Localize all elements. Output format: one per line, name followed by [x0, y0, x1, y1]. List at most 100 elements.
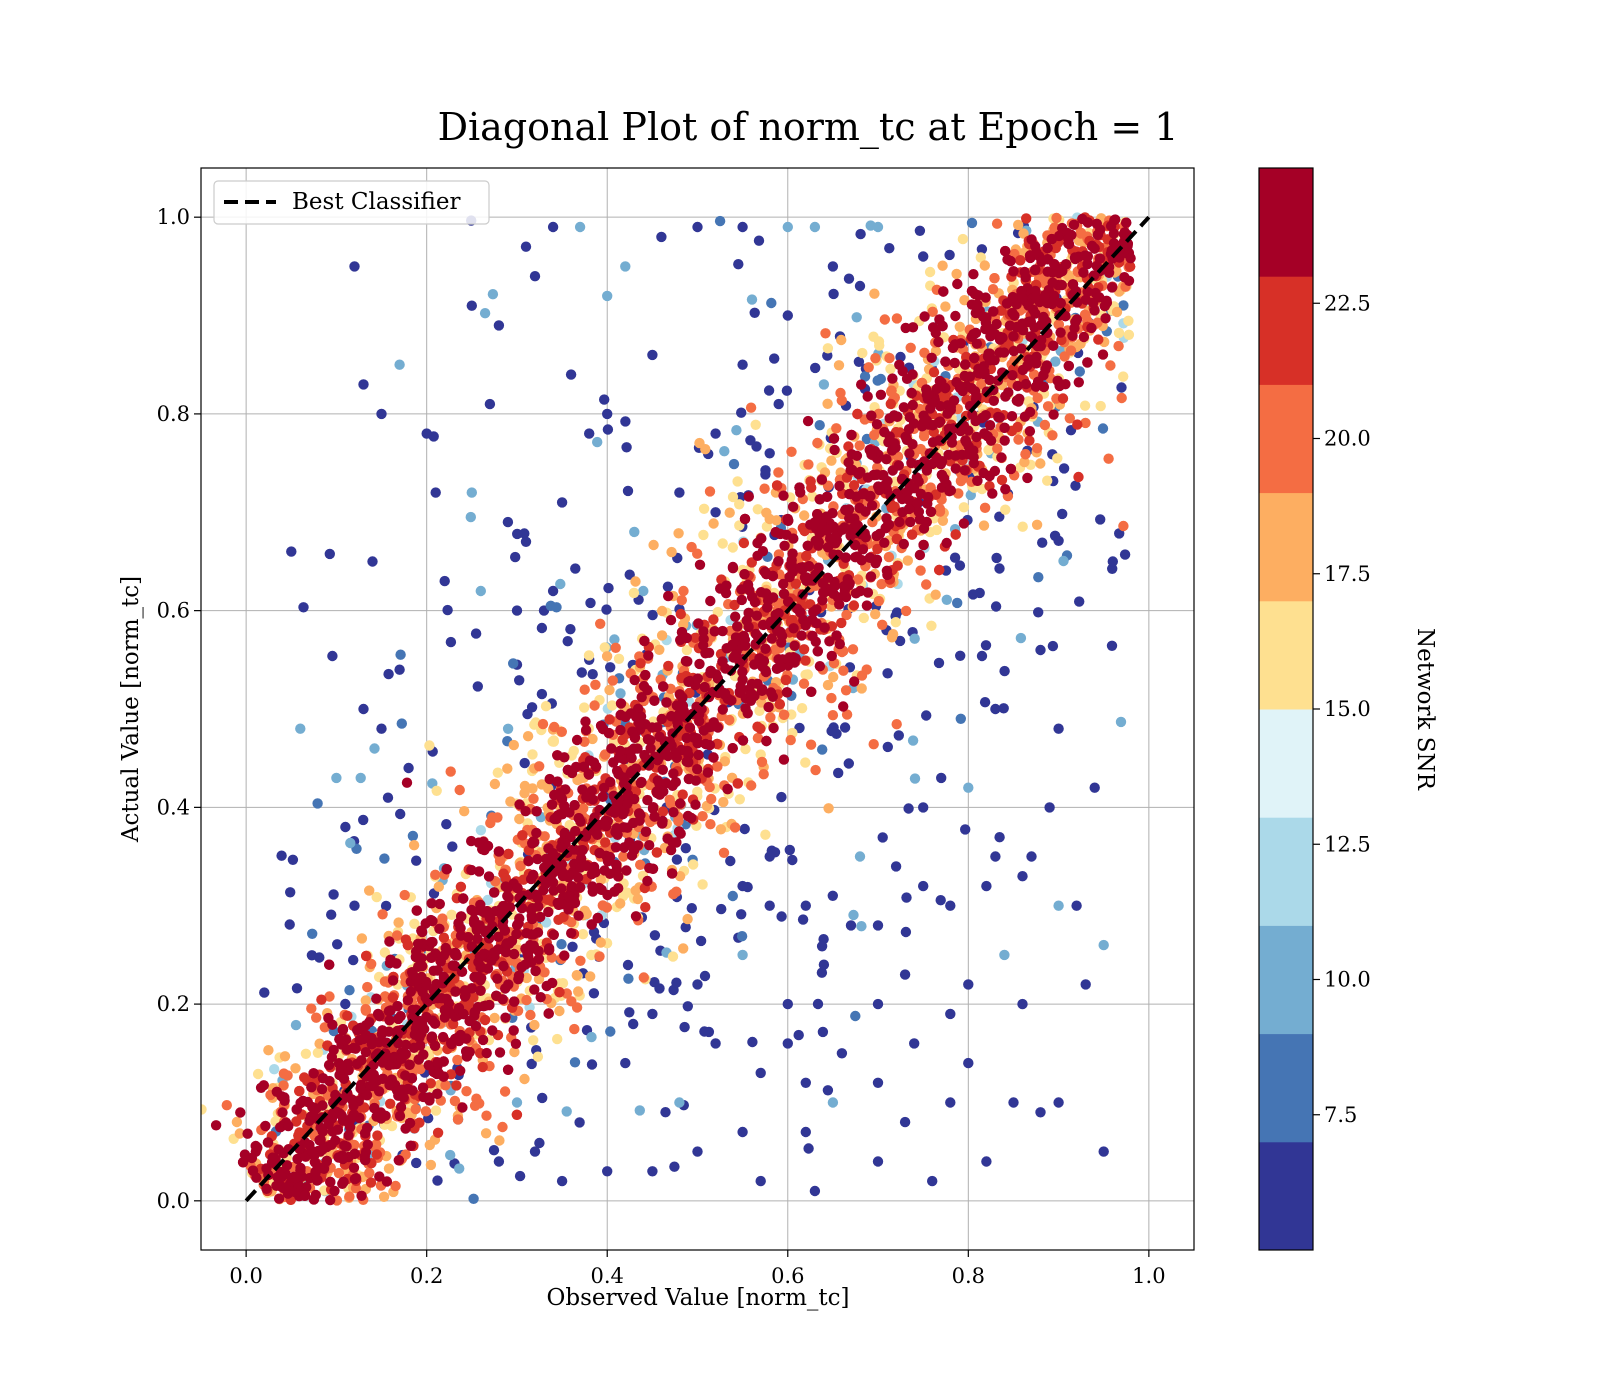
scatter-point: [399, 889, 410, 901]
scatter-point: [1019, 456, 1030, 468]
scatter-point: [843, 273, 855, 284]
scatter-point: [574, 221, 586, 233]
scatter-point: [755, 1067, 766, 1079]
scatter-point: [519, 1073, 530, 1085]
scatter-point: [489, 1012, 500, 1024]
scatter-point: [473, 866, 485, 877]
scatter-point: [459, 806, 470, 817]
scatter-point: [383, 1163, 395, 1174]
scatter-point: [624, 1007, 635, 1018]
scatter-point: [395, 1101, 407, 1113]
scatter-point: [903, 803, 914, 814]
scatter-point: [817, 595, 828, 606]
scatter-point: [640, 902, 651, 913]
scatter-point: [758, 769, 769, 780]
scatter-point: [1050, 356, 1061, 367]
scatter-point: [747, 1036, 758, 1048]
scatter-point: [989, 273, 1000, 284]
scatter-point: [573, 986, 584, 997]
scatter-point: [494, 1135, 505, 1146]
scatter-point: [466, 487, 477, 498]
scatter-point: [688, 859, 699, 870]
scatter-point: [421, 428, 432, 439]
scatter-point: [494, 1047, 506, 1058]
scatter-point: [966, 383, 977, 394]
scatter-point: [673, 815, 684, 827]
scatter-point: [340, 998, 351, 1010]
scatter-point: [836, 1048, 848, 1059]
scatter-point: [990, 851, 1001, 862]
scatter-point: [708, 614, 719, 625]
scatter-point: [790, 578, 801, 589]
scatter-point: [540, 701, 552, 712]
scatter-point: [958, 502, 970, 513]
scatter-point: [1031, 443, 1043, 454]
scatter-point: [492, 812, 503, 823]
scatter-point: [536, 622, 548, 634]
scatter-point: [1111, 306, 1123, 318]
scatter-point: [753, 235, 765, 246]
scatter-point: [510, 1038, 522, 1050]
scatter-point: [615, 698, 627, 709]
scatter-point: [809, 1185, 821, 1197]
scatter-point: [642, 794, 653, 806]
scatter-point: [1017, 521, 1028, 532]
scatter-point: [1013, 219, 1024, 231]
scatter-point: [1080, 294, 1092, 305]
scatter-point: [985, 435, 997, 446]
scatter-point: [737, 949, 748, 961]
scatter-point: [1017, 871, 1028, 882]
scatter-point: [411, 855, 422, 866]
scatter-point: [440, 1080, 451, 1091]
scatter-point: [1058, 463, 1070, 474]
scatter-point: [686, 541, 697, 553]
scatter-point: [736, 594, 747, 606]
scatter-point: [949, 357, 960, 369]
scatter-point: [712, 673, 723, 684]
scatter-point: [926, 620, 937, 631]
scatter-point: [603, 582, 614, 594]
scatter-point: [903, 503, 915, 515]
scatter-point: [488, 1145, 500, 1156]
scatter-point: [424, 740, 435, 751]
scatter-point: [1078, 331, 1090, 343]
scatter-point: [992, 443, 1003, 454]
scatter-point: [893, 730, 904, 741]
scatter-point: [721, 580, 732, 591]
scatter-point: [260, 1120, 271, 1132]
scatter-point: [579, 702, 590, 713]
scatter-point: [656, 231, 667, 243]
scatter-point: [690, 799, 701, 810]
scatter-point: [590, 679, 601, 690]
scatter-point: [869, 429, 880, 441]
scatter-point: [394, 664, 405, 675]
scatter-point: [273, 1144, 284, 1155]
scatter-point: [1042, 401, 1054, 412]
scatter-point: [894, 635, 906, 647]
scatter-point: [681, 644, 693, 656]
scatter-point: [531, 827, 542, 839]
scatter-point: [623, 973, 634, 984]
scatter-point: [595, 618, 606, 629]
scatter-point: [963, 979, 974, 990]
scatter-point: [499, 1086, 511, 1097]
scatter-point: [447, 841, 458, 852]
scatter-point: [479, 308, 491, 319]
scatter-point: [784, 844, 795, 856]
scatter-point: [749, 307, 760, 318]
scatter-point: [692, 979, 703, 990]
scatter-point: [594, 951, 605, 962]
scatter-point: [680, 655, 692, 667]
scatter-point: [702, 767, 714, 778]
scatter-point: [818, 379, 830, 390]
scatter-point: [776, 791, 787, 803]
scatter-point: [573, 910, 584, 921]
scatter-point: [933, 336, 944, 348]
scatter-point: [513, 970, 525, 981]
scatter-point: [394, 1110, 406, 1122]
scatter-point: [987, 284, 999, 295]
scatter-point: [231, 1116, 243, 1128]
scatter-point: [700, 444, 711, 455]
scatter-point: [788, 623, 799, 634]
scatter-point: [365, 1177, 377, 1188]
